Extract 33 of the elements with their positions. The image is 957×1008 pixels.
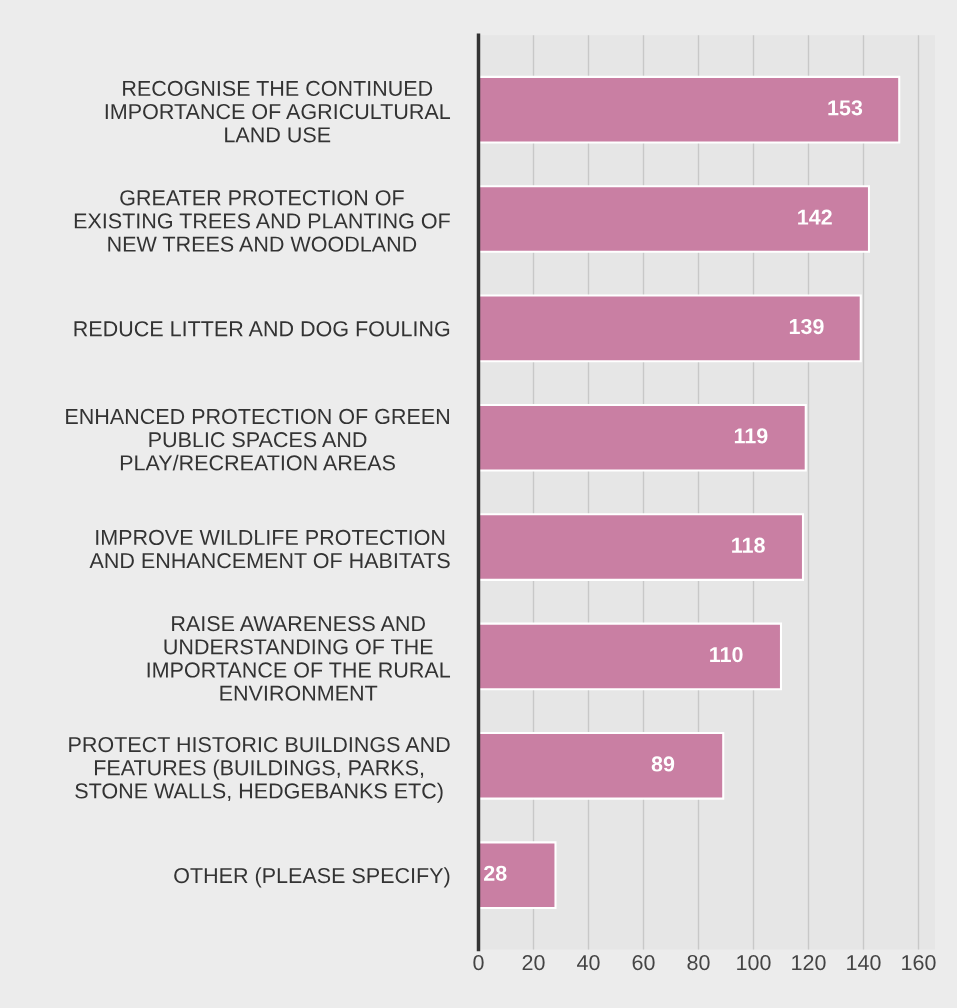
x-tick-label: 120 (792, 954, 826, 971)
y-tick-label: OTHER (PLEASE SPECIFY) (174, 867, 450, 888)
bar (478, 403, 807, 472)
y-tick-label: PROTECT HISTORIC BUILDINGS AND FEATURES (BUILDINGS, PARKS, STONE WALLS, HEDGEBANKS ETC) (69, 736, 450, 803)
bar (478, 513, 805, 581)
bar (478, 294, 862, 363)
x-tick-label: 20 (522, 954, 545, 971)
data-label: 153 (828, 100, 863, 116)
y-tick-label: RECOGNISE THE CONTINUED IMPORTANCE OF AGRICULTURAL LAND USE (105, 80, 451, 143)
y-tick-label: GREATER PROTECTION OF EXISTING TREES AND PLANTING OF NEW TREES AND WOODLAND (74, 190, 450, 252)
bar (478, 75, 901, 144)
bar (478, 841, 557, 910)
y-tick-label: RAISE AWARENESS AND UNDERSTANDING OF THE IMPORTANCE OF THE RURAL ENVIRONMENT (147, 616, 451, 701)
data-label: 119 (734, 428, 768, 444)
y-tick-label: ENHANCED PROTECTION OF GREEN PUBLIC SPACES AND PLAY/RECREATION AREAS (66, 408, 449, 471)
x-tick-label: 60 (632, 954, 655, 971)
y-tick-label: REDUCE LITTER AND DOG FOULING (74, 321, 450, 337)
bar (478, 731, 725, 800)
x-tick-label: 100 (737, 954, 771, 971)
data-label: 28 (484, 865, 507, 881)
bar (478, 622, 783, 691)
x-tick-label: 40 (577, 954, 600, 971)
x-tick-label: 0 (473, 954, 484, 971)
x-tick-label: 80 (687, 954, 710, 971)
data-label: 89 (651, 756, 675, 772)
data-label: 139 (789, 318, 824, 335)
x-tick-label: 140 (847, 954, 881, 971)
y-tick-label: IMPROVE WILDLIFE PROTECTION AND ENHANCEMENT OF HABITATS (89, 529, 450, 569)
data-label: 110 (710, 646, 743, 663)
data-label: 142 (798, 209, 832, 225)
data-label: 118 (732, 537, 765, 553)
x-tick-label: 160 (902, 954, 936, 971)
bar (478, 185, 871, 253)
